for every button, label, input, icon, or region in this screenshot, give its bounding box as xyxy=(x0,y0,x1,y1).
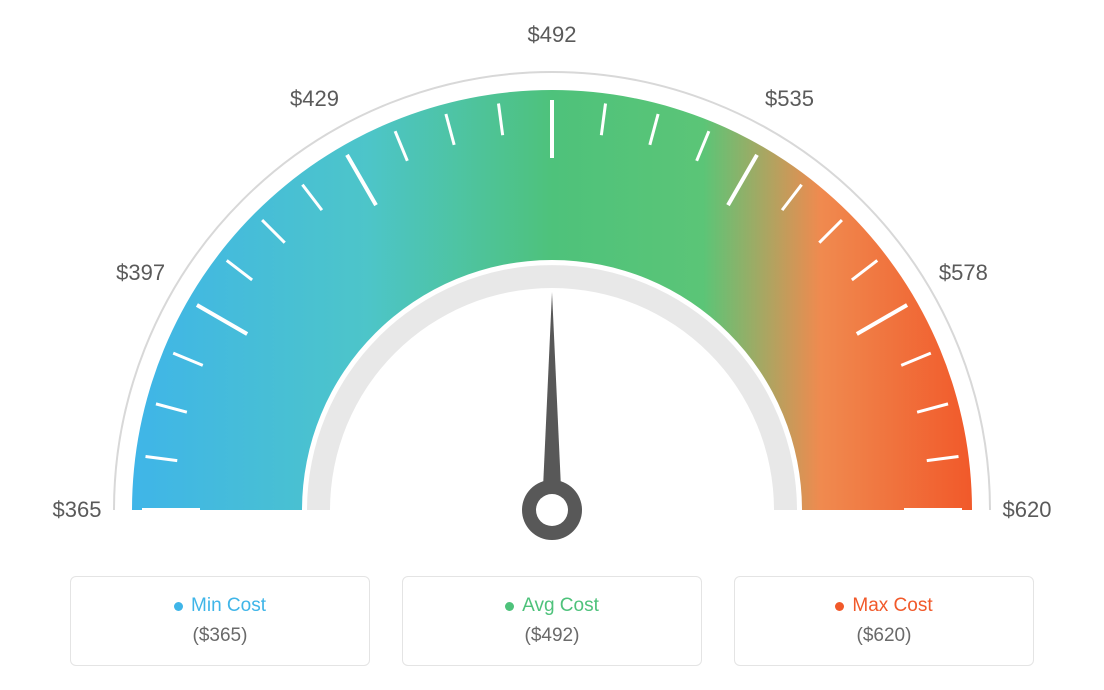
legend-dot-avg xyxy=(505,602,514,611)
gauge-tick-label: $397 xyxy=(116,260,165,286)
gauge-tick-label: $429 xyxy=(290,86,339,112)
legend-title-row: Min Cost xyxy=(174,595,266,617)
legend-dot-min xyxy=(174,602,183,611)
legend-title-avg: Avg Cost xyxy=(522,595,599,617)
legend-title-max: Max Cost xyxy=(852,595,932,617)
legend-max-cost: Max Cost ($620) xyxy=(734,576,1034,666)
gauge-tick-label: $492 xyxy=(528,22,577,48)
gauge-tick-label: $535 xyxy=(765,86,814,112)
legend-title-row: Max Cost xyxy=(835,595,932,617)
gauge-tick-label: $578 xyxy=(939,260,988,286)
legend-row: Min Cost ($365) Avg Cost ($492) Max Cost… xyxy=(0,576,1104,666)
legend-title-min: Min Cost xyxy=(191,595,266,617)
gauge-tick-label: $365 xyxy=(53,497,102,523)
legend-value-min: ($365) xyxy=(193,625,248,647)
legend-title-row: Avg Cost xyxy=(505,595,599,617)
legend-min-cost: Min Cost ($365) xyxy=(70,576,370,666)
legend-avg-cost: Avg Cost ($492) xyxy=(402,576,702,666)
legend-value-max: ($620) xyxy=(857,625,912,647)
cost-gauge-container: $365 $397 $429 $492 $535 $578 $620 Min Cost ($… xyxy=(0,0,1104,690)
gauge-tick-label: $620 xyxy=(1003,497,1052,523)
legend-dot-max xyxy=(835,602,844,611)
legend-value-avg: ($492) xyxy=(525,625,580,647)
gauge-chart: $365 $397 $429 $492 $535 $578 $620 xyxy=(0,0,1104,560)
